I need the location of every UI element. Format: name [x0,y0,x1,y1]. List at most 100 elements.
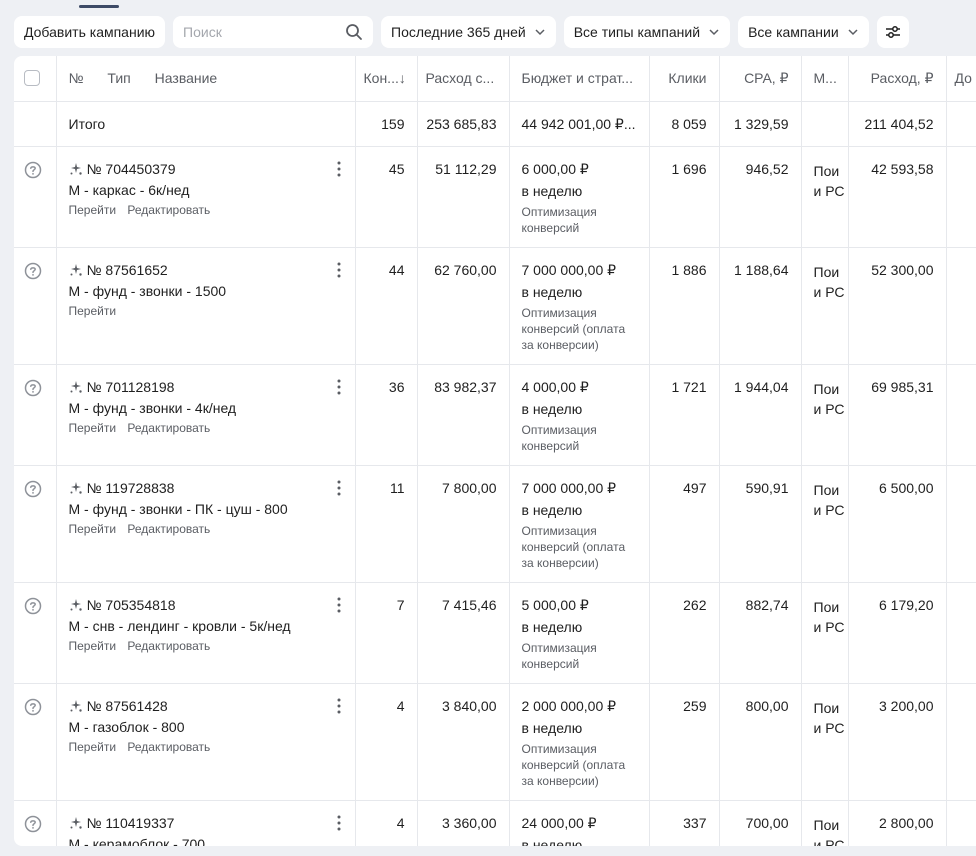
conversions-cell: 36 [355,364,418,466]
campaign-id[interactable]: № 119728838 [86,479,175,496]
campaign-id[interactable]: № 87561652 [86,261,168,278]
table-row[interactable]: № 87561652 М - фунд - звонки - 1500 Пере… [14,247,976,365]
campaign-types-label: Все типы кампаний [573,24,701,40]
kebab-icon[interactable] [337,262,341,278]
add-campaign-button[interactable]: Добавить кампанию [14,16,166,48]
question-circle-icon[interactable] [24,815,42,833]
budget-period: в неделю [521,501,583,518]
budget-period: в неделю [521,400,583,417]
go-link[interactable]: Перейти [68,521,117,536]
question-circle-icon[interactable] [24,262,42,280]
m-line-1: Пои [813,263,840,280]
campaign-name[interactable]: М - каркас - 6к/нед [68,181,190,198]
kebab-icon[interactable] [337,815,341,831]
go-link[interactable]: Перейти [68,303,117,318]
table-row[interactable]: № 704450379 М - каркас - 6к/нед Перейти … [14,146,976,248]
toolbar: Добавить кампанию Последние 365 дней Все… [14,16,909,48]
m-line-1: Пои [813,699,840,716]
campaign-id[interactable]: № 701128198 [86,378,175,395]
table-row[interactable]: № 110419337 М - керамоблок - 700 4 3 360… [14,800,976,846]
col-num[interactable]: № [68,70,84,86]
question-circle-icon[interactable] [24,161,42,179]
col-m[interactable]: М... [801,56,849,102]
search-icon[interactable] [345,23,363,41]
spend-rub-cell: 42 593,58 [848,146,947,248]
m-cell: Пои и РС [801,683,849,801]
budget-strategy: Оптимизация конверсий (оплата за конверс… [521,523,626,570]
kebab-icon[interactable] [337,161,341,177]
total-cpa: 1 329,59 [719,101,802,147]
campaign-name[interactable]: М - фунд - звонки - 4к/нед [68,399,237,416]
table-row[interactable]: № 119728838 М - фунд - звонки - ПК - цуш… [14,465,976,583]
status-cell [14,247,57,365]
go-link[interactable]: Перейти [68,420,117,435]
edit-link[interactable]: Редактировать [127,638,211,653]
question-circle-icon[interactable] [24,698,42,716]
campaign-name[interactable]: М - фунд - звонки - ПК - цуш - 800 [68,500,288,517]
campaign-types-dropdown[interactable]: Все типы кампаний [563,16,731,48]
col-type[interactable]: Тип [107,70,131,86]
cpa-cell: 700,00 [719,800,802,846]
campaign-id-line: № 110419337 [69,815,347,831]
col-clicks[interactable]: Клики [649,56,720,102]
period-label: Последние 365 дней [391,24,526,40]
campaign-name[interactable]: М - газоблок - 800 [68,718,185,735]
question-circle-icon[interactable] [24,480,42,498]
go-link[interactable]: Перейти [68,638,117,653]
col-more[interactable]: До [946,56,976,102]
go-link[interactable]: Перейти [68,739,117,754]
total-spend-rub: 211 404,52 [848,101,947,147]
clicks-cell: 337 [649,800,720,846]
cpa-cell: 882,74 [719,582,802,684]
kebab-icon[interactable] [337,698,341,714]
select-all-checkbox[interactable] [24,70,40,86]
table-row[interactable]: № 87561428 М - газоблок - 800 Перейти Ре… [14,683,976,801]
campaign-cell: № 87561428 М - газоблок - 800 Перейти Ре… [56,683,356,801]
kebab-icon[interactable] [337,597,341,613]
campaign-id[interactable]: № 87561428 [86,697,168,714]
table-settings-button[interactable] [876,16,909,48]
edit-link[interactable]: Редактировать [127,202,211,217]
question-circle-icon[interactable] [24,379,42,397]
edit-link[interactable]: Редактировать [127,521,211,536]
campaign-name[interactable]: М - фунд - звонки - 1500 [68,282,227,299]
row-links: Перейти Редактировать [69,522,347,536]
spend-rub-cell: 6 500,00 [848,465,947,583]
kebab-icon[interactable] [337,379,341,395]
total-m [801,101,849,147]
edit-link[interactable]: Редактировать [127,739,211,754]
campaign-id[interactable]: № 705354818 [86,596,176,613]
kebab-icon[interactable] [337,480,341,496]
col-spend[interactable]: Расход с... [417,56,510,102]
spend-cell: 3 840,00 [417,683,510,801]
question-circle-icon[interactable] [24,597,42,615]
cpa-cell: 946,52 [719,146,802,248]
table-row[interactable]: № 705354818 М - снв - лендинг - кровли -… [14,582,976,684]
total-row: Итого 159 253 685,83 44 942 001,00 ₽... … [14,101,976,147]
m-line-2: и РС [813,501,845,518]
campaigns-filter-dropdown[interactable]: Все кампании [738,16,869,48]
status-cell [14,582,57,684]
col-conversions[interactable]: Кон...↓ [355,56,418,102]
sparkle-icon [70,816,82,829]
table-row[interactable]: № 701128198 М - фунд - звонки - 4к/нед П… [14,364,976,466]
search-input[interactable] [183,24,334,40]
campaign-name[interactable]: М - снв - лендинг - кровли - 5к/нед [68,617,291,634]
budget-period: в неделю [521,719,583,736]
budget-amount: 2 000 000,00 ₽ [521,697,617,714]
status-cell [14,683,57,801]
campaign-id[interactable]: № 704450379 [86,160,176,177]
col-cpa[interactable]: CPA, ₽ [719,56,802,102]
cpa-cell: 800,00 [719,683,802,801]
go-link[interactable]: Перейти [68,202,117,217]
period-dropdown[interactable]: Последние 365 дней [381,16,556,48]
select-all-cell [14,56,57,102]
col-budget[interactable]: Бюджет и страт... [509,56,650,102]
col-name[interactable]: Название [154,70,218,86]
col-spend-rub[interactable]: Расход, ₽ [848,56,947,102]
campaign-id[interactable]: № 110419337 [86,814,175,831]
edit-link[interactable]: Редактировать [127,420,211,435]
more-cell [946,465,976,583]
campaign-name[interactable]: М - керамоблок - 700 [68,835,206,847]
spend-rub-cell: 69 985,31 [848,364,947,466]
